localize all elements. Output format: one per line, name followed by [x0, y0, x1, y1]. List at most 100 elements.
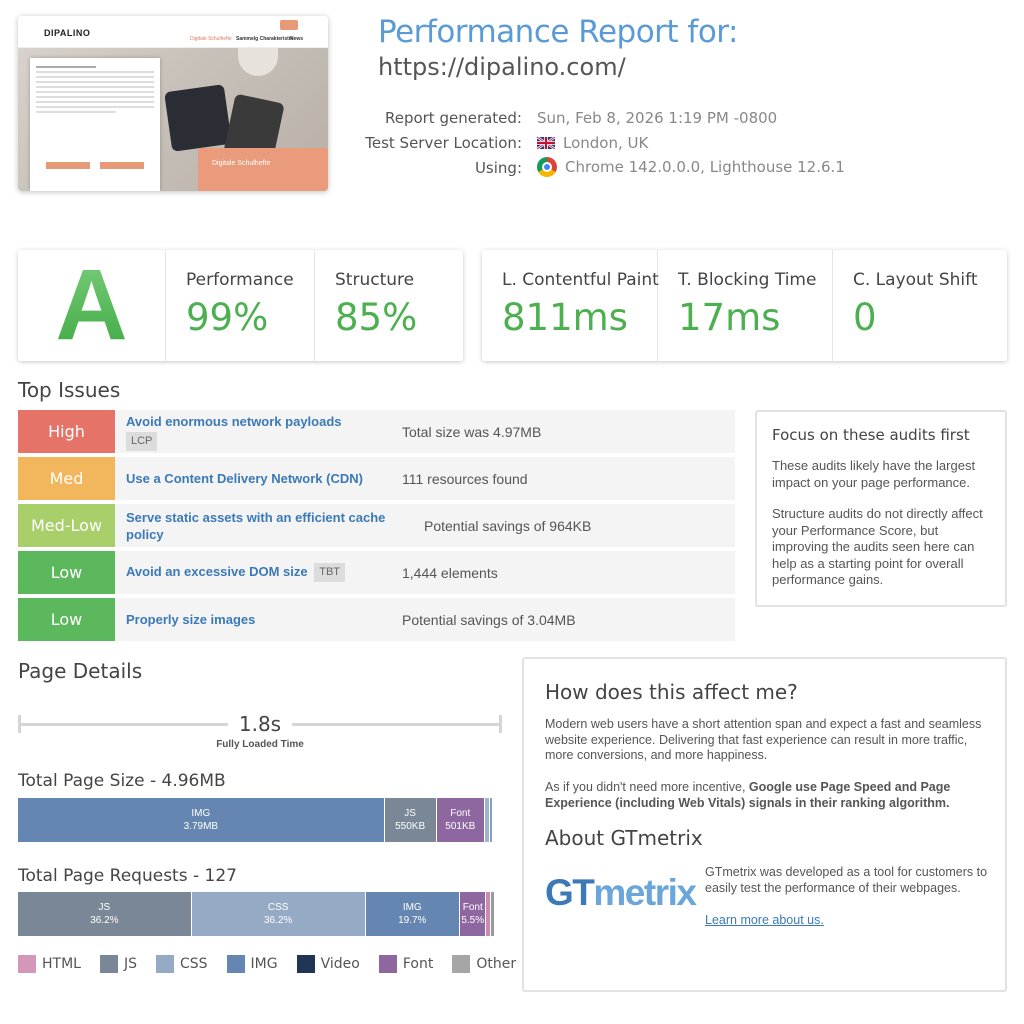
severity-badge: High — [18, 410, 115, 453]
legend-label: Video — [320, 956, 360, 972]
timeline-line-left — [18, 723, 228, 726]
legend-swatch — [18, 955, 36, 973]
gtmetrix-grade: A — [18, 249, 166, 361]
legend-item-css: CSS — [155, 955, 208, 973]
segment-value: 5.5% — [461, 915, 485, 926]
focus-paragraph-1: These audits likely have the largest imp… — [772, 458, 976, 490]
report-generated-label: Report generated: — [384, 109, 522, 127]
performance-value: 99% — [186, 296, 269, 339]
issue-row[interactable]: Med-Low Serve static assets with an effi… — [18, 504, 735, 547]
using-value: Chrome 142.0.0.0, Lighthouse 12.6.1 — [537, 157, 845, 177]
legend-label: Font — [402, 956, 434, 972]
page-requests-title: Total Page Requests - 127 — [18, 866, 237, 886]
segment-value: 3.79MB — [183, 821, 219, 832]
affect-box: How does this affect me? Modern web user… — [522, 657, 1007, 992]
thumbnail-nav-3: News — [290, 36, 304, 42]
chrome-icon — [537, 157, 557, 177]
segment-value: 19.7% — [398, 915, 427, 926]
page-size-bar: IMG 3.79MB JS 550KB Font 501KB — [18, 798, 498, 842]
performance-label: Performance — [186, 270, 294, 290]
top-issues-title: Top Issues — [18, 378, 121, 402]
issue-detail: 111 resources found — [402, 470, 528, 487]
grade-panel: A Performance 99% Structure 85% — [18, 249, 463, 361]
performance-score: Performance 99% — [166, 250, 315, 361]
legend-item-font: Font — [378, 955, 434, 973]
bar-segment-font: Font 501KB — [436, 798, 486, 842]
legend-item-js: JS — [99, 955, 137, 973]
segment-label: JS — [98, 902, 111, 913]
legend-label: IMG — [250, 956, 278, 972]
issue-name[interactable]: Serve static assets with an efficient ca… — [115, 509, 414, 543]
issue-name-text[interactable]: Serve static assets with an efficient ca… — [126, 509, 386, 542]
issue-name-text[interactable]: Avoid enormous network payloads — [126, 413, 342, 429]
thumbnail-cookie-banner — [30, 58, 160, 191]
lcp-label: L. Contentful Paint — [502, 270, 659, 290]
severity-badge: Low — [18, 598, 115, 641]
legend-item-img: IMG — [226, 955, 278, 973]
grade-letter: A — [55, 249, 128, 361]
segment-label: Font — [450, 808, 471, 819]
segment-label: CSS — [267, 902, 289, 913]
severity-badge: Med — [18, 457, 115, 500]
using-text: Chrome 142.0.0.0, Lighthouse 12.6.1 — [565, 158, 845, 176]
thumbnail-nav-2: Sammelg Charakteristik — [236, 36, 293, 42]
issue-detail: Potential savings of 3.04MB — [402, 611, 576, 628]
bar-segment-img: IMG 3.79MB — [18, 798, 385, 842]
issue-name[interactable]: Properly size images — [115, 611, 385, 628]
page-requests-bar: JS 36.2% CSS 36.2% IMG 19.7% Font 5.5% — [18, 892, 498, 936]
issue-row[interactable]: Low Properly size images Potential savin… — [18, 598, 735, 641]
legend-item-video: Video — [296, 955, 360, 973]
legend-swatch — [99, 955, 118, 973]
issue-name[interactable]: Avoid an excessive DOM size TBT — [115, 563, 385, 583]
issue-detail: 1,444 elements — [402, 564, 498, 581]
issue-name-text[interactable]: Properly size images — [126, 612, 256, 627]
affect-paragraph-1: Modern web users have a short attention … — [545, 717, 982, 762]
gtmetrix-logo-gt: GT — [545, 872, 595, 913]
issue-name[interactable]: Use a Content Delivery Network (CDN) — [115, 470, 385, 487]
legend-swatch — [155, 955, 174, 973]
bar-segment-other — [489, 798, 493, 842]
legend-swatch — [296, 955, 315, 973]
issue-row[interactable]: Low Avoid an excessive DOM size TBT 1,44… — [18, 551, 735, 594]
thumbnail-header: DIPALINO Digitale Schulhefte Sammelg Cha… — [18, 16, 328, 48]
issue-row[interactable]: Med Use a Content Delivery Network (CDN)… — [18, 457, 735, 500]
segment-value: 501KB — [445, 821, 476, 832]
issue-name[interactable]: Avoid enormous network payloads LCP — [115, 413, 385, 451]
legend-swatch — [452, 955, 471, 973]
coffee-cup-graphic — [238, 48, 278, 76]
affect-p2-prefix: As if you didn't need more incentive, — [545, 780, 749, 794]
legend-swatch — [226, 955, 245, 973]
bar-segment-other — [486, 892, 492, 936]
legend-item-other: Other — [452, 955, 516, 973]
legend-swatch — [378, 955, 397, 973]
segment-label: Font — [462, 902, 483, 913]
thumbnail-header-button — [280, 20, 298, 30]
segment-value: 36.2% — [263, 915, 293, 926]
focus-paragraph-2: Structure audits do not directly affect … — [772, 506, 983, 587]
affect-title: How does this affect me? — [545, 680, 798, 704]
structure-value: 85% — [335, 296, 418, 339]
thumbnail-card-title: Digitale Schulhefte — [212, 160, 271, 167]
fully-loaded-label: Fully Loaded Time — [216, 739, 304, 750]
gtmetrix-logo-metrix: metrix — [593, 872, 697, 913]
legend-item-html: HTML — [18, 955, 81, 973]
bar-segment-other — [491, 892, 496, 936]
report-url: https://dipalino.com/ — [378, 53, 626, 81]
bar-segment-img: IMG 19.7% — [365, 892, 461, 936]
affect-p2-bold: Google use Page Speed and Page Experienc… — [545, 780, 951, 810]
learn-more-link[interactable]: Learn more about us. — [705, 913, 824, 927]
issue-detail: Potential savings of 964KB — [424, 517, 592, 534]
server-location-value: London, UK — [537, 134, 648, 152]
severity-badge: Med-Low — [18, 504, 115, 547]
report-generated-value: Sun, Feb 8, 2026 1:19 PM -0800 — [537, 109, 777, 127]
using-label: Using: — [474, 159, 522, 177]
issue-name-text[interactable]: Avoid an excessive DOM size — [126, 563, 308, 579]
issue-row[interactable]: High Avoid enormous network payloads LCP… — [18, 410, 735, 453]
fully-loaded-timeline: 1.8s — [18, 712, 502, 736]
cls-value: 0 — [853, 296, 877, 339]
tbt-metric: T. Blocking Time 17ms — [658, 250, 833, 361]
issue-name-text[interactable]: Use a Content Delivery Network (CDN) — [126, 471, 363, 486]
uk-flag-icon — [537, 137, 555, 149]
gtmetrix-logo: GTmetrix — [545, 872, 697, 914]
about-title: About GTmetrix — [545, 826, 703, 850]
